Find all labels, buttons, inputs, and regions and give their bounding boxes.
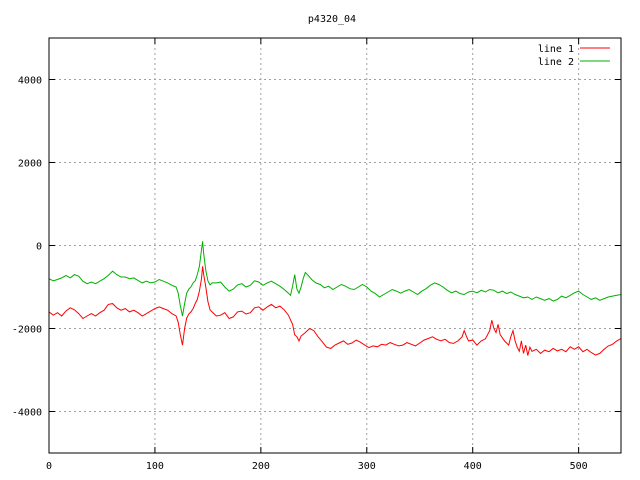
y-tick-label: 4000 <box>18 76 42 87</box>
series-line-1 <box>48 266 622 356</box>
y-tick-label: -2000 <box>12 325 42 336</box>
chart-title: p4320_04 <box>308 14 356 25</box>
legend-label: line 2 <box>538 57 574 68</box>
x-tick-label: 100 <box>146 461 164 472</box>
x-tick-label: 0 <box>46 461 52 472</box>
series-group <box>48 241 622 356</box>
y-tick-label: 2000 <box>18 159 42 170</box>
y-tick-label: -4000 <box>12 408 42 419</box>
legend: line 1 line 2 <box>538 44 610 68</box>
grid <box>49 38 621 453</box>
y-tick-label: 0 <box>36 242 42 253</box>
legend-label: line 1 <box>538 44 574 55</box>
axis-ticks: 0 100 200 300 400 500 -4000 -2000 0 2000 4000 <box>12 38 621 472</box>
x-tick-label: 400 <box>464 461 482 472</box>
x-tick-label: 500 <box>570 461 588 472</box>
series-line-2 <box>48 241 622 317</box>
x-tick-label: 200 <box>252 461 270 472</box>
x-tick-label: 300 <box>358 461 376 472</box>
